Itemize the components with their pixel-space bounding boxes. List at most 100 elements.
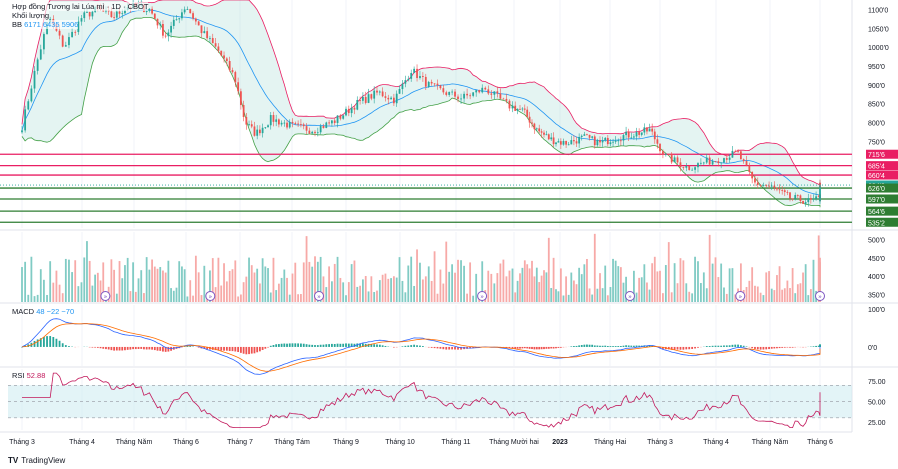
price-axis[interactable]: 715'6685'4660'4634'0626'0597'0564'6535'2… — [866, 7, 898, 427]
macd-histogram-bar — [186, 346, 189, 347]
candle-body — [583, 134, 586, 136]
macd-histogram-bar — [552, 346, 555, 349]
macd-histogram-bar — [64, 345, 67, 347]
candle-body — [700, 162, 702, 164]
dividend-icon[interactable] — [205, 291, 216, 301]
volume-bar — [533, 276, 536, 302]
volume-bar — [460, 260, 462, 302]
candle-body — [697, 163, 699, 168]
candle-body — [481, 87, 484, 93]
candle-body — [781, 190, 784, 191]
candle-body — [460, 98, 462, 100]
time-tick: Tháng Năm — [116, 439, 153, 446]
dividend-icon[interactable] — [477, 291, 488, 301]
candle-body — [30, 88, 33, 102]
volume-bar — [68, 259, 70, 302]
macd-histogram-bar — [759, 346, 762, 350]
volume-bar — [545, 272, 548, 302]
volume-bar — [211, 258, 214, 302]
candle-body — [762, 185, 765, 186]
macd-histogram-bar — [345, 343, 347, 347]
time-tick: Tháng Hai — [594, 439, 627, 446]
volume-bar — [170, 288, 172, 302]
volume-bar — [118, 261, 121, 302]
macd-histogram-bar — [555, 346, 557, 349]
dividend-markers[interactable]: » » » » » » » — [100, 291, 825, 301]
candle-body — [186, 9, 189, 10]
tradingview-logo[interactable]: TV TradingView — [8, 456, 65, 465]
macd-histogram-bar — [342, 343, 345, 347]
price-tick: 800'0 — [868, 120, 885, 127]
candle-body — [416, 68, 418, 79]
macd-histogram-bar — [381, 345, 384, 347]
candle-body — [694, 167, 696, 170]
volume-bar — [773, 290, 776, 302]
macd-histogram-bar — [676, 346, 679, 350]
volume-bar — [353, 260, 356, 302]
candle-body — [269, 115, 272, 126]
volume-bar — [134, 291, 137, 302]
candle-body — [39, 49, 42, 60]
volume-bar — [58, 284, 61, 302]
candle-body — [264, 127, 267, 129]
candle-body — [376, 90, 378, 93]
dividend-icon[interactable] — [815, 291, 825, 301]
macd-histogram-bar — [36, 339, 39, 347]
candle-body — [625, 131, 627, 136]
macd-histogram-bar — [691, 346, 694, 349]
candle-body — [526, 109, 529, 117]
rsi-label: RSI — [12, 371, 25, 380]
candle-body — [203, 31, 206, 34]
macd-histogram-bar — [659, 346, 661, 349]
volume-bar — [178, 261, 181, 302]
candle-body — [691, 169, 694, 171]
candlestick-series — [21, 0, 821, 207]
macd-histogram-bar — [376, 344, 378, 347]
macd-pane — [21, 318, 821, 375]
candle-body — [427, 81, 430, 87]
macd-histogram-bar — [319, 344, 322, 347]
candle-body — [633, 136, 635, 138]
macd-histogram-bar — [228, 346, 231, 352]
volume-bar — [580, 274, 583, 302]
candle-body — [559, 141, 562, 145]
volume-bar — [373, 292, 376, 302]
symbol-title[interactable]: Hợp đồng Tương lai Lúa mì · 1D · CBOT — [12, 2, 149, 11]
macd-histogram-bar — [275, 344, 278, 347]
candle-body — [220, 50, 223, 56]
volume-bar — [526, 264, 529, 302]
candle-body — [77, 21, 80, 33]
macd-histogram-bar — [442, 346, 445, 350]
volume-bar — [570, 272, 573, 302]
dividend-icon[interactable] — [314, 291, 324, 301]
candle-body — [272, 115, 275, 122]
macd-histogram-bar — [261, 346, 264, 350]
dividend-icon[interactable] — [625, 291, 635, 301]
volume-bar — [463, 265, 465, 302]
macd-histogram-bar — [21, 346, 23, 348]
candle-body — [410, 72, 413, 79]
macd-histogram-bar — [162, 346, 164, 352]
candle-body — [164, 35, 167, 37]
candle-body — [751, 171, 754, 179]
macd-histogram-bar — [113, 346, 116, 351]
volume-bar — [291, 273, 294, 302]
dividend-icon[interactable] — [735, 291, 746, 301]
macd-histogram-bar — [711, 345, 714, 347]
candle-body — [756, 182, 759, 185]
macd-histogram-bar — [737, 344, 739, 347]
candle-body — [214, 43, 217, 47]
macd-histogram-bar — [511, 346, 514, 349]
candle-body — [679, 162, 682, 168]
time-axis[interactable]: Tháng 3 Tháng 4 Tháng Năm Tháng 6 Tháng 7 Thá… — [9, 439, 833, 446]
macd-histogram-bar — [277, 344, 280, 347]
dividend-icon[interactable] — [100, 291, 111, 301]
macd-histogram-bar — [638, 345, 641, 347]
macd-histogram-bar — [723, 345, 725, 347]
macd-histogram-bar — [61, 343, 64, 347]
volume-bar — [768, 271, 770, 302]
macd-histogram-bar — [308, 344, 311, 347]
volume-bar — [88, 260, 91, 302]
candle-body — [786, 192, 789, 193]
